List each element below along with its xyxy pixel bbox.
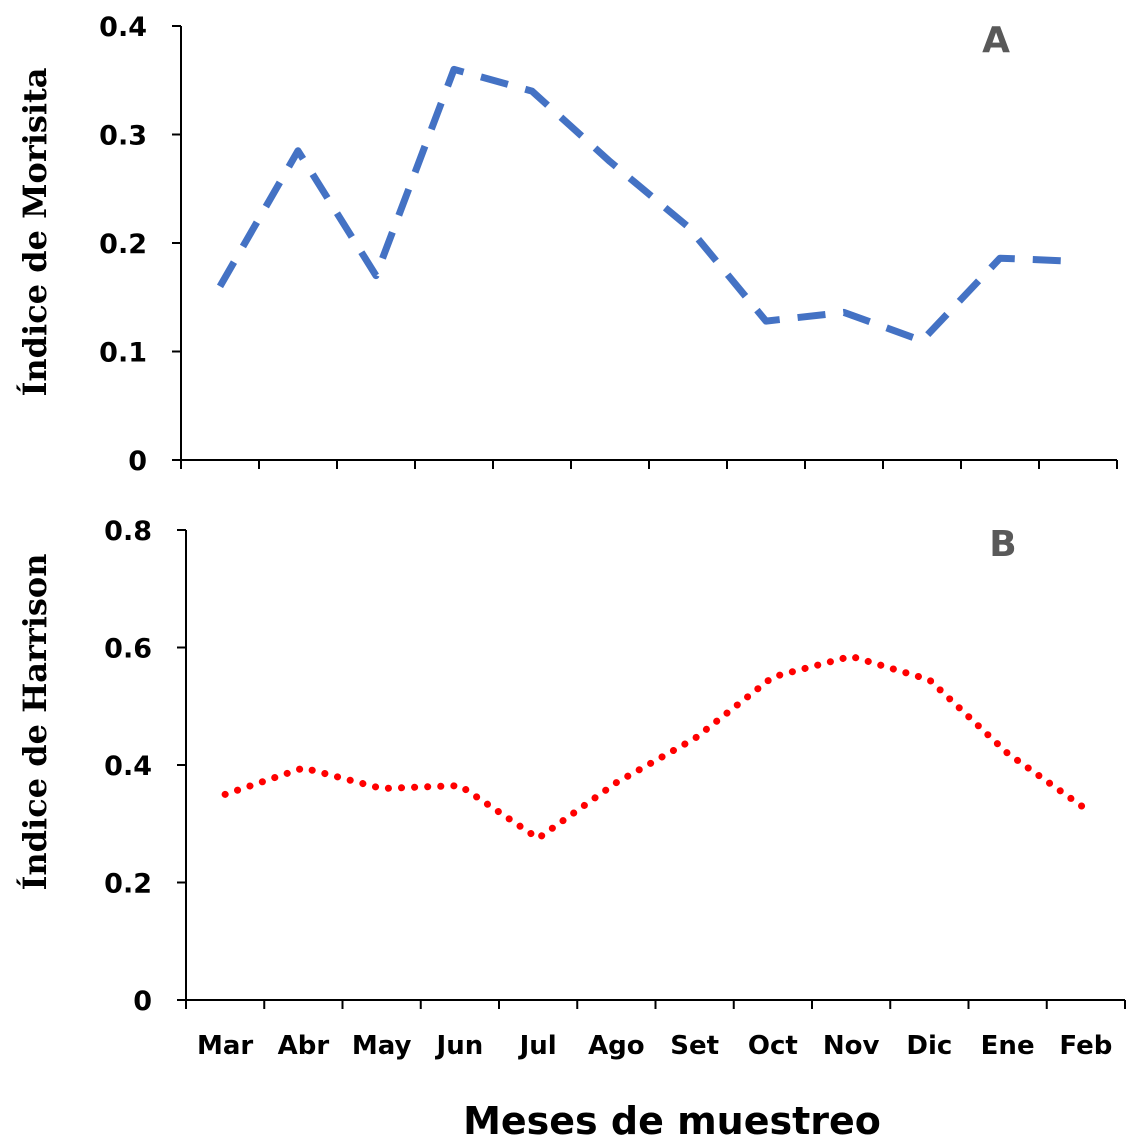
x-category-label: Feb <box>1059 1031 1112 1061</box>
x-category-label: Dic <box>906 1031 952 1061</box>
panel-a-x-ticks <box>180 460 1118 469</box>
panel-a-label: A <box>982 20 1010 61</box>
panel-a-y-ticks: 0 0.1 0.2 0.3 0.4 <box>99 12 181 477</box>
x-category-label: Jun <box>435 1031 484 1061</box>
panel-a-y-tick-label: 0.2 <box>99 229 147 260</box>
panel-b-y-axis-label: Índice de Harrison <box>16 553 54 890</box>
panel-b-series <box>221 652 1090 842</box>
x-category-label: May <box>352 1031 412 1061</box>
panel-b-chart: 0 0.2 0.4 0.6 0.8 Mar Abr May Jun Jul Ago Set Oct No… <box>16 516 1126 1143</box>
x-category-label: Set <box>670 1031 719 1061</box>
panel-b-y-ticks: 0 0.2 0.4 0.6 0.8 <box>104 516 186 1017</box>
x-category-label: Jul <box>518 1031 557 1061</box>
panel-a-y-axis-label: Índice de Morisita <box>16 67 54 396</box>
panel-b-y-tick-label: 0.4 <box>104 751 152 782</box>
panel-a-y-tick-label: 0 <box>128 446 147 477</box>
x-category-label: Ago <box>588 1031 645 1061</box>
panel-b-category-labels: Mar Abr May Jun Jul Ago Set Oct Nov Dic Ene Feb <box>197 1031 1112 1061</box>
x-category-label: Oct <box>748 1031 798 1061</box>
panel-b-label: B <box>989 524 1016 565</box>
panel-b-y-tick-label: 0.2 <box>104 869 152 900</box>
panel-a-y-tick-label: 0.3 <box>99 121 147 152</box>
x-category-label: Nov <box>823 1031 880 1061</box>
x-category-label: Abr <box>278 1031 330 1061</box>
panel-a-y-tick-label: 0.4 <box>99 12 147 43</box>
panel-a-chart: 0 0.1 0.2 0.3 0.4 A Índice de Morisita <box>16 12 1118 477</box>
panel-b-series-line <box>221 652 1090 842</box>
x-axis-title: Meses de muestreo <box>463 1099 881 1143</box>
panel-b-y-tick-label: 0.8 <box>104 516 152 547</box>
x-category-label: Ene <box>981 1031 1035 1061</box>
panel-b-x-ticks <box>185 1000 1126 1009</box>
panel-b-y-tick-label: 0 <box>133 986 152 1017</box>
panel-b-y-tick-label: 0.6 <box>104 634 152 665</box>
panel-a-series <box>216 65 1079 345</box>
panel-a-series-line <box>216 65 1079 345</box>
panel-a-y-tick-label: 0.1 <box>99 338 147 369</box>
x-category-label: Mar <box>197 1031 253 1061</box>
